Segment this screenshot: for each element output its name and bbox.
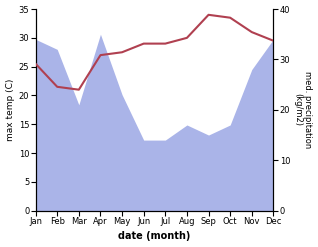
Y-axis label: max temp (C): max temp (C) [5, 79, 15, 141]
Y-axis label: med. precipitation
(kg/m2): med. precipitation (kg/m2) [293, 71, 313, 148]
X-axis label: date (month): date (month) [118, 231, 191, 242]
